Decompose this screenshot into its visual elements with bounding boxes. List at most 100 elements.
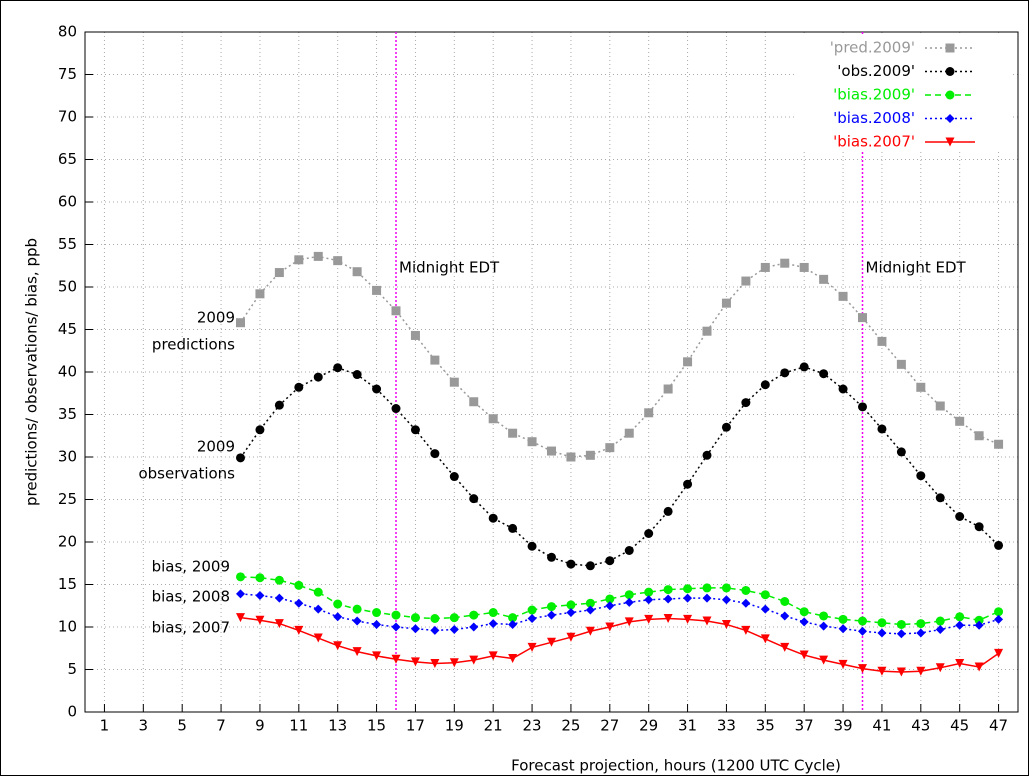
marker [236,318,245,328]
midnight-label: Midnight EDT [399,259,500,277]
marker [819,655,829,665]
marker [683,614,693,624]
x-tick-label: 35 [756,717,775,735]
marker [799,262,809,272]
marker [469,622,479,632]
marker [488,651,498,661]
marker [838,614,848,624]
x-tick-label: 43 [911,717,930,735]
marker [945,137,955,147]
marker [624,428,634,438]
marker [683,479,693,489]
marker [313,633,323,643]
marker [410,624,420,634]
marker [294,580,304,590]
plot-border [84,31,1019,713]
y-axis-label: predictions/ observations/ bias, ppb [23,238,41,506]
marker [663,585,673,595]
marker [955,620,965,630]
marker [585,598,595,608]
marker [352,647,362,657]
marker [896,667,906,677]
marker [838,384,848,394]
marker [352,267,362,277]
marker [449,377,459,387]
marker [255,425,265,435]
marker [430,625,440,635]
marker [858,313,867,323]
marker [702,583,712,593]
marker [935,401,945,411]
marker [721,298,731,308]
marker [410,330,420,340]
annotation: predictions [152,336,235,354]
marker [624,546,634,555]
marker [955,659,965,669]
marker [585,450,595,460]
marker [313,372,323,382]
y-tick-label: 40 [58,363,77,381]
marker [508,428,518,438]
x-tick-label: 31 [678,717,697,735]
marker [877,666,887,676]
marker [896,359,906,369]
marker [741,625,751,635]
x-tick-label: 17 [406,717,425,735]
marker [945,67,955,76]
x-tick-label: 25 [561,717,580,735]
y-tick-label: 70 [58,108,77,126]
marker [488,513,498,523]
marker [994,614,1004,624]
marker [391,306,401,316]
legend-label: 'obs.2009' [837,62,915,80]
marker [274,593,284,603]
x-tick-label: 29 [639,717,658,735]
marker [935,625,945,635]
marker [585,626,595,636]
marker [372,285,382,295]
marker [430,614,440,623]
marker [877,424,887,434]
annotation: bias, 2008 [152,588,230,606]
marker [935,493,945,503]
marker [313,587,323,597]
x-tick-label: 3 [139,717,149,735]
marker [819,611,829,621]
marker [605,556,615,566]
marker [294,598,304,608]
x-tick-label: 7 [216,717,226,735]
marker [624,617,634,627]
series-line [239,255,999,458]
marker [741,598,751,608]
x-tick-label: 15 [367,717,386,735]
marker [935,616,945,626]
marker [974,662,984,672]
marker [760,604,770,614]
y-tick-label: 15 [58,575,77,593]
x-tick-label: 5 [177,717,187,735]
marker [333,256,343,266]
annotation: 2009 [197,309,235,327]
marker [605,443,615,453]
y-tick-label: 20 [58,533,77,551]
marker [547,446,556,456]
marker [780,368,790,378]
x-tick-label: 27 [600,717,619,735]
marker [644,614,654,624]
legend-label: 'bias.2007' [833,133,915,151]
marker [391,654,401,664]
marker [974,620,984,630]
series-line [240,616,999,673]
marker [721,583,731,593]
legend-box [797,36,1013,152]
y-tick-label: 0 [67,703,77,721]
marker [391,622,401,632]
marker [994,607,1004,617]
y-tick-label: 45 [58,320,77,338]
x-tick-label: 37 [795,717,814,735]
marker [430,449,440,459]
marker [838,291,848,301]
x-tick-label: 11 [289,717,308,735]
series-line [240,593,999,635]
